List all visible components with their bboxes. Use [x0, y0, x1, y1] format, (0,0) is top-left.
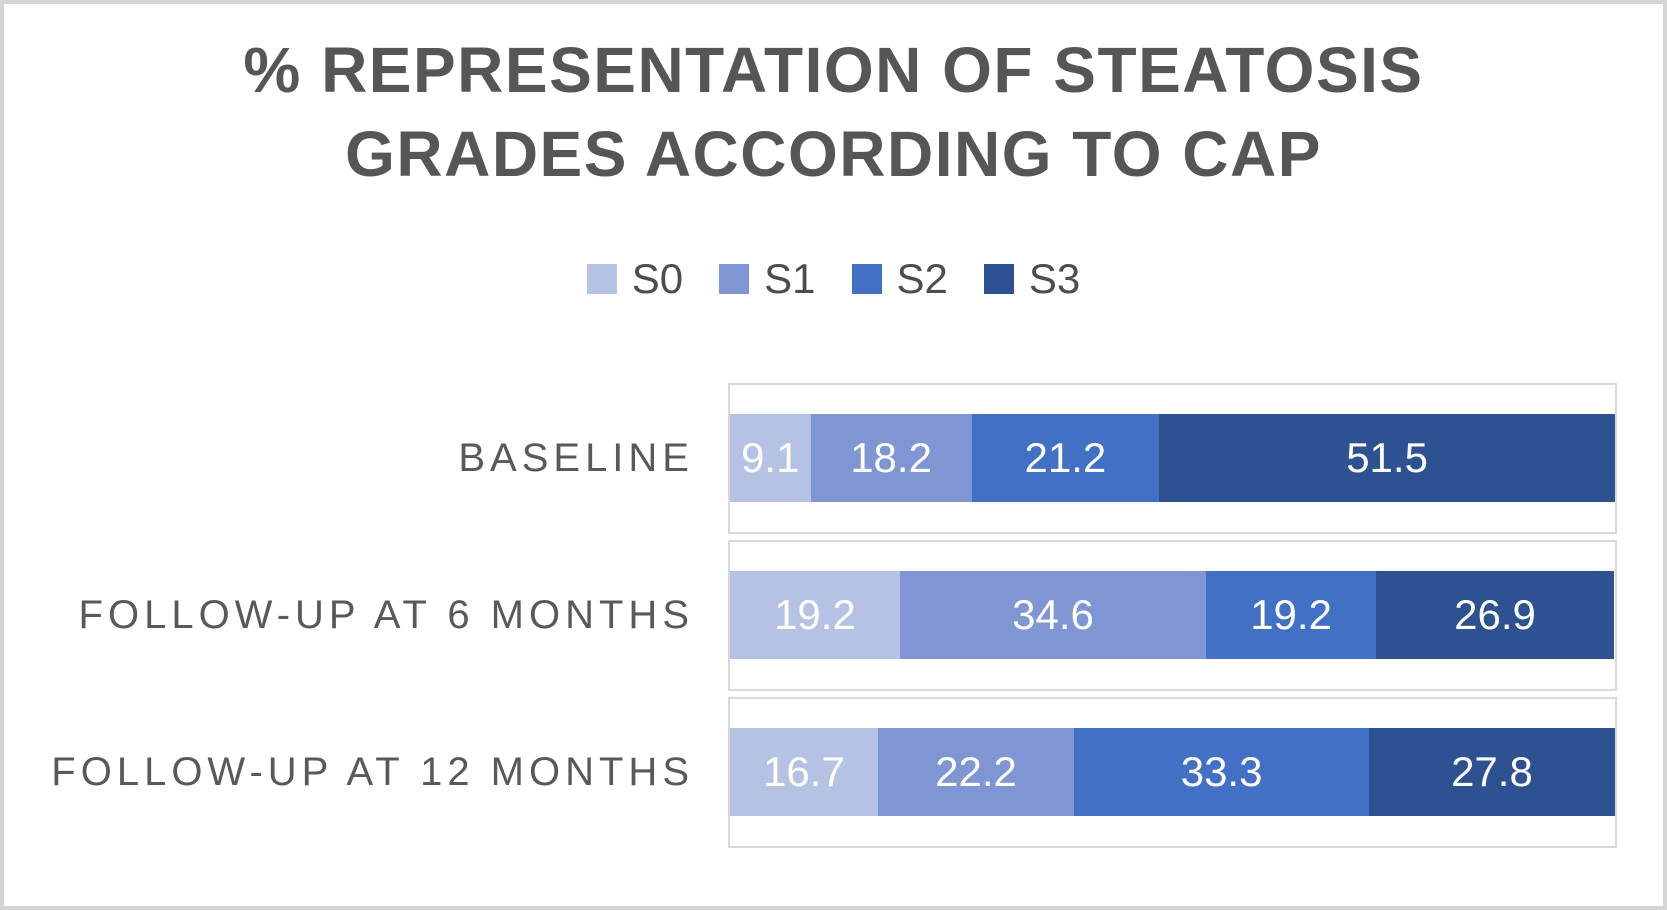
- bar-segment-s1: 34.6: [899, 571, 1207, 660]
- bar-value-label: 19.2: [774, 591, 856, 639]
- plot-band-baseline: 9.1 18.2 21.2 51.5: [728, 382, 1617, 534]
- bar-segment-s2: 21.2: [971, 414, 1160, 503]
- bar-value-label: 26.9: [1454, 591, 1536, 639]
- bar-value-label: 16.7: [763, 748, 845, 796]
- legend-label-s2: S2: [896, 254, 948, 302]
- legend-label-s1: S1: [764, 254, 816, 302]
- bar-value-label: 18.2: [850, 434, 932, 482]
- chart-row-followup-6-months: FOLLOW-UP AT 6 MONTHS 19.2 34.6 19.2 26.9: [4, 539, 1617, 691]
- bar-segment-s3: 26.9: [1376, 571, 1615, 660]
- legend-item-s0: S0: [586, 254, 684, 303]
- stacked-bar-followup-12-months: 16.7 22.2 33.3 27.8: [730, 728, 1615, 817]
- legend-item-s2: S2: [851, 254, 948, 303]
- legend-swatch-s1-icon: [719, 263, 750, 294]
- bar-segment-s2: 33.3: [1074, 728, 1369, 817]
- bar-value-label: 33.3: [1180, 748, 1263, 796]
- legend-label-s0: S0: [631, 254, 684, 302]
- chart-title-line-1: % REPRESENTATION OF STEATOSIS: [243, 34, 1424, 106]
- legend-item-s3: S3: [983, 254, 1081, 303]
- plot-band-followup-6-months: 19.2 34.6 19.2 26.9: [728, 539, 1617, 691]
- bar-segment-s1: 18.2: [810, 414, 972, 503]
- bar-value-label: 51.5: [1346, 434, 1428, 482]
- bar-segment-s1: 22.2: [877, 728, 1075, 817]
- legend-swatch-s2-icon: [851, 263, 882, 294]
- category-label-followup-6-months: FOLLOW-UP AT 6 MONTHS: [78, 592, 694, 637]
- legend-swatch-s0-icon: [586, 263, 617, 294]
- bar-segment-s3: 51.5: [1159, 414, 1615, 503]
- chart-title-line-2: GRADES ACCORDING TO CAP: [345, 118, 1322, 191]
- bar-segment-s3: 27.8: [1368, 728, 1615, 817]
- legend-swatch-s3-icon: [983, 263, 1014, 294]
- bar-value-label: 19.2: [1250, 591, 1332, 639]
- chart-row-baseline: BASELINE 9.1 18.2 21.2 51.5: [4, 382, 1617, 534]
- plot-band-followup-12-months: 16.7 22.2 33.3 27.8: [728, 696, 1617, 848]
- bar-segment-s0: 9.1: [730, 414, 811, 503]
- legend-label-s3: S3: [1028, 254, 1081, 302]
- chart-row-followup-12-months: FOLLOW-UP AT 12 MONTHS 16.7 22.2 33.3 27.8: [4, 696, 1617, 848]
- category-label-followup-12-months: FOLLOW-UP AT 12 MONTHS: [51, 749, 694, 794]
- bar-value-label: 22.2: [935, 748, 1017, 796]
- chart-legend: S0 S1 S2 S3: [4, 255, 1663, 303]
- plot-area: BASELINE 9.1 18.2 21.2 51.5 FOLLOW-UP AT 6 …: [4, 382, 1617, 848]
- stacked-bar-followup-6-months: 19.2 34.6 19.2 26.9: [730, 571, 1615, 660]
- bar-value-label: 21.2: [1024, 434, 1107, 482]
- stacked-bar-baseline: 9.1 18.2 21.2 51.5: [730, 414, 1615, 503]
- chart-title: % REPRESENTATION OF STEATOSIS GRADES ACC…: [4, 28, 1663, 197]
- bar-segment-s2: 19.2: [1206, 571, 1377, 660]
- bar-segment-s0: 19.2: [730, 571, 900, 660]
- bar-value-label: 34.6: [1012, 591, 1094, 639]
- bar-segment-s0: 16.7: [730, 728, 878, 817]
- bar-value-label: 27.8: [1451, 748, 1533, 796]
- bar-value-label: 9.1: [741, 434, 800, 482]
- legend-item-s1: S1: [719, 254, 816, 303]
- category-label-baseline: BASELINE: [458, 435, 694, 480]
